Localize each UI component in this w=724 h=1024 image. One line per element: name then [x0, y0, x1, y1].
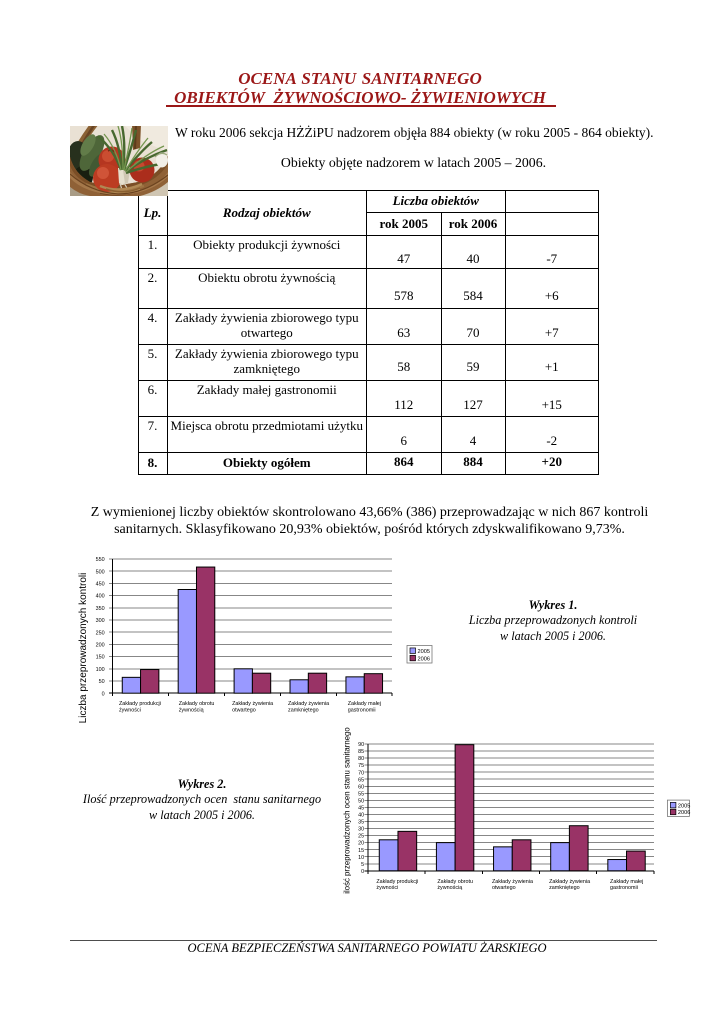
svg-text:10: 10 [358, 855, 364, 861]
svg-text:70: 70 [358, 770, 364, 776]
svg-text:otwartego: otwartego [232, 707, 256, 713]
svg-text:Zakłady małej: Zakłady małej [348, 701, 381, 707]
svg-text:25: 25 [358, 834, 364, 840]
svg-text:100: 100 [96, 667, 105, 673]
svg-text:500: 500 [96, 569, 105, 575]
svg-text:30: 30 [358, 827, 364, 833]
svg-text:40: 40 [358, 813, 364, 819]
svg-text:0: 0 [102, 691, 105, 697]
svg-text:gastronomii: gastronomii [348, 707, 376, 713]
svg-text:Zakłady produkcji: Zakłady produkcji [376, 879, 418, 885]
svg-text:żywności: żywności [119, 707, 141, 713]
svg-text:zamkniętego: zamkniętego [288, 707, 319, 713]
svg-text:65: 65 [358, 777, 364, 783]
svg-text:250: 250 [96, 630, 105, 636]
svg-text:otwartego: otwartego [492, 885, 516, 891]
svg-text:55: 55 [358, 791, 364, 797]
svg-text:550: 550 [96, 557, 105, 563]
svg-text:45: 45 [358, 805, 364, 811]
svg-text:50: 50 [358, 798, 364, 804]
svg-text:50: 50 [99, 679, 105, 685]
svg-text:200: 200 [96, 643, 105, 649]
svg-text:Zakłady żywienia: Zakłady żywienia [549, 879, 590, 885]
svg-text:Liczba przeprowadzonych kontro: Liczba przeprowadzonych kontroli [78, 573, 89, 724]
svg-text:Zakłady obrotu: Zakłady obrotu [437, 879, 473, 885]
svg-text:450: 450 [96, 582, 105, 588]
svg-text:400: 400 [96, 594, 105, 600]
svg-text:0: 0 [361, 869, 364, 875]
svg-text:zamkniętego: zamkniętego [549, 885, 580, 891]
svg-text:75: 75 [358, 763, 364, 769]
svg-text:85: 85 [358, 749, 364, 755]
svg-text:2006: 2006 [678, 810, 690, 816]
svg-text:5: 5 [361, 862, 364, 868]
svg-text:2005: 2005 [678, 803, 690, 809]
svg-text:żywnością: żywnością [437, 885, 462, 891]
svg-text:Zakłady żywienia: Zakłady żywienia [232, 701, 273, 707]
svg-text:Zakłady żywienia: Zakłady żywienia [288, 701, 329, 707]
svg-text:Zakłady żywienia: Zakłady żywienia [492, 879, 533, 885]
svg-text:15: 15 [358, 848, 364, 854]
svg-text:żywności: żywności [376, 885, 398, 891]
svg-text:150: 150 [96, 655, 105, 661]
svg-text:35: 35 [358, 820, 364, 826]
svg-text:2006: 2006 [418, 656, 430, 662]
svg-text:60: 60 [358, 784, 364, 790]
svg-text:2005: 2005 [418, 649, 430, 655]
svg-text:Zakłady obrotu: Zakłady obrotu [179, 701, 215, 707]
svg-text:350: 350 [96, 606, 105, 612]
svg-text:300: 300 [96, 618, 105, 624]
svg-text:ilość przeprowadzonych ocen st: ilość przeprowadzonych ocen stanu sanita… [343, 727, 352, 894]
svg-text:20: 20 [358, 841, 364, 847]
svg-text:80: 80 [358, 756, 364, 762]
svg-text:żywnością: żywnością [179, 707, 204, 713]
svg-text:Zakłady produkcji: Zakłady produkcji [119, 701, 161, 707]
svg-text:gastronomii: gastronomii [610, 885, 638, 891]
svg-text:90: 90 [358, 742, 364, 748]
svg-text:Zakłady małej: Zakłady małej [610, 879, 643, 885]
